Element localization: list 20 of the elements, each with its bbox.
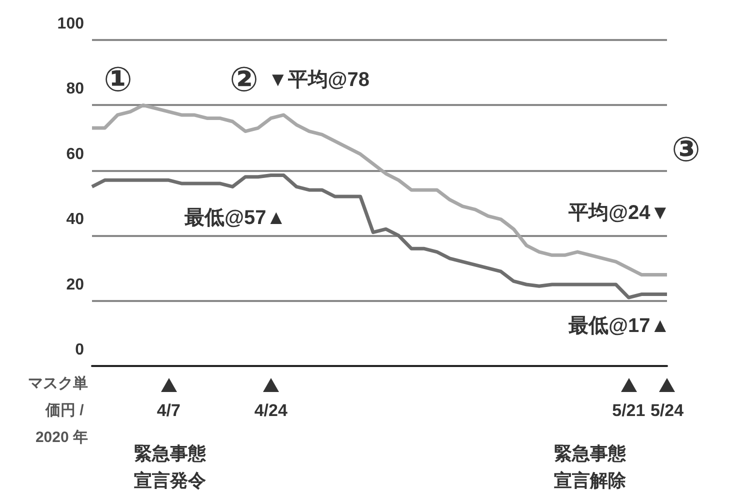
y-axis-title: マスク単価円 / 2020 年 — [28, 375, 88, 446]
annotation: 平均@24▼ — [567, 202, 670, 224]
y-tick-label: 40 — [66, 211, 84, 228]
annotation: ▼平均@78 — [268, 69, 370, 91]
y-tick-label: 60 — [66, 146, 84, 163]
text: 緊急事態宣言発令 — [134, 444, 207, 490]
x-tick-label: 4/7 — [156, 401, 180, 420]
text: ③ — [672, 130, 700, 170]
y-tick-label: 100 — [57, 16, 84, 32]
y-tick-label: 20 — [66, 276, 84, 294]
y-tick-label: 80 — [66, 80, 84, 98]
annotation: 最低@57▲ — [183, 207, 286, 229]
text: 緊急事態宣言解除 — [554, 444, 627, 490]
annotation: ② — [230, 60, 258, 100]
annotation: 最低@17▲ — [567, 315, 670, 337]
x-tick-label: 5/21 — [612, 401, 646, 420]
y-tick-label: 0 — [75, 342, 84, 358]
annotation: ① — [104, 60, 132, 100]
x-tick-label: 5/24 — [650, 401, 684, 420]
x-tick-label: 4/24 — [254, 401, 288, 420]
